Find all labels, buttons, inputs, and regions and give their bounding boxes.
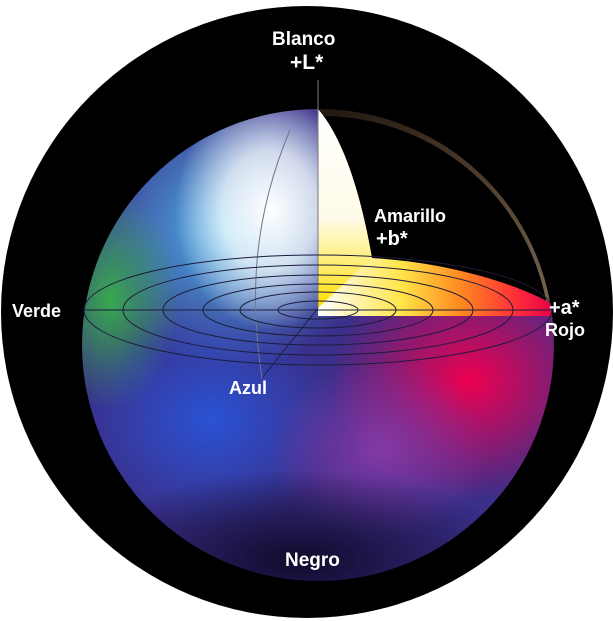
- label-a-axis: +a*: [549, 297, 580, 319]
- label-yellow: Amarillo: [374, 206, 447, 226]
- ring-3: [162, 274, 474, 346]
- label-blue: Azul: [229, 378, 267, 398]
- ring-2: [122, 264, 514, 356]
- b-axis-line: [261, 307, 319, 379]
- ring-5: [239, 291, 397, 329]
- ring-6: [277, 300, 359, 320]
- label-b-axis: +b*: [376, 228, 408, 250]
- exposed-slice: [318, 109, 372, 308]
- axis-grid: [83, 80, 554, 379]
- ring-1: [83, 254, 553, 366]
- label-red: Rojo: [545, 320, 585, 340]
- label-l-axis: +L*: [290, 51, 324, 74]
- label-green: Verde: [12, 301, 62, 321]
- label-white: Blanco: [272, 29, 336, 50]
- meridian-line: [254, 129, 291, 379]
- label-black: Negro: [285, 550, 340, 571]
- ring-4: [202, 283, 434, 337]
